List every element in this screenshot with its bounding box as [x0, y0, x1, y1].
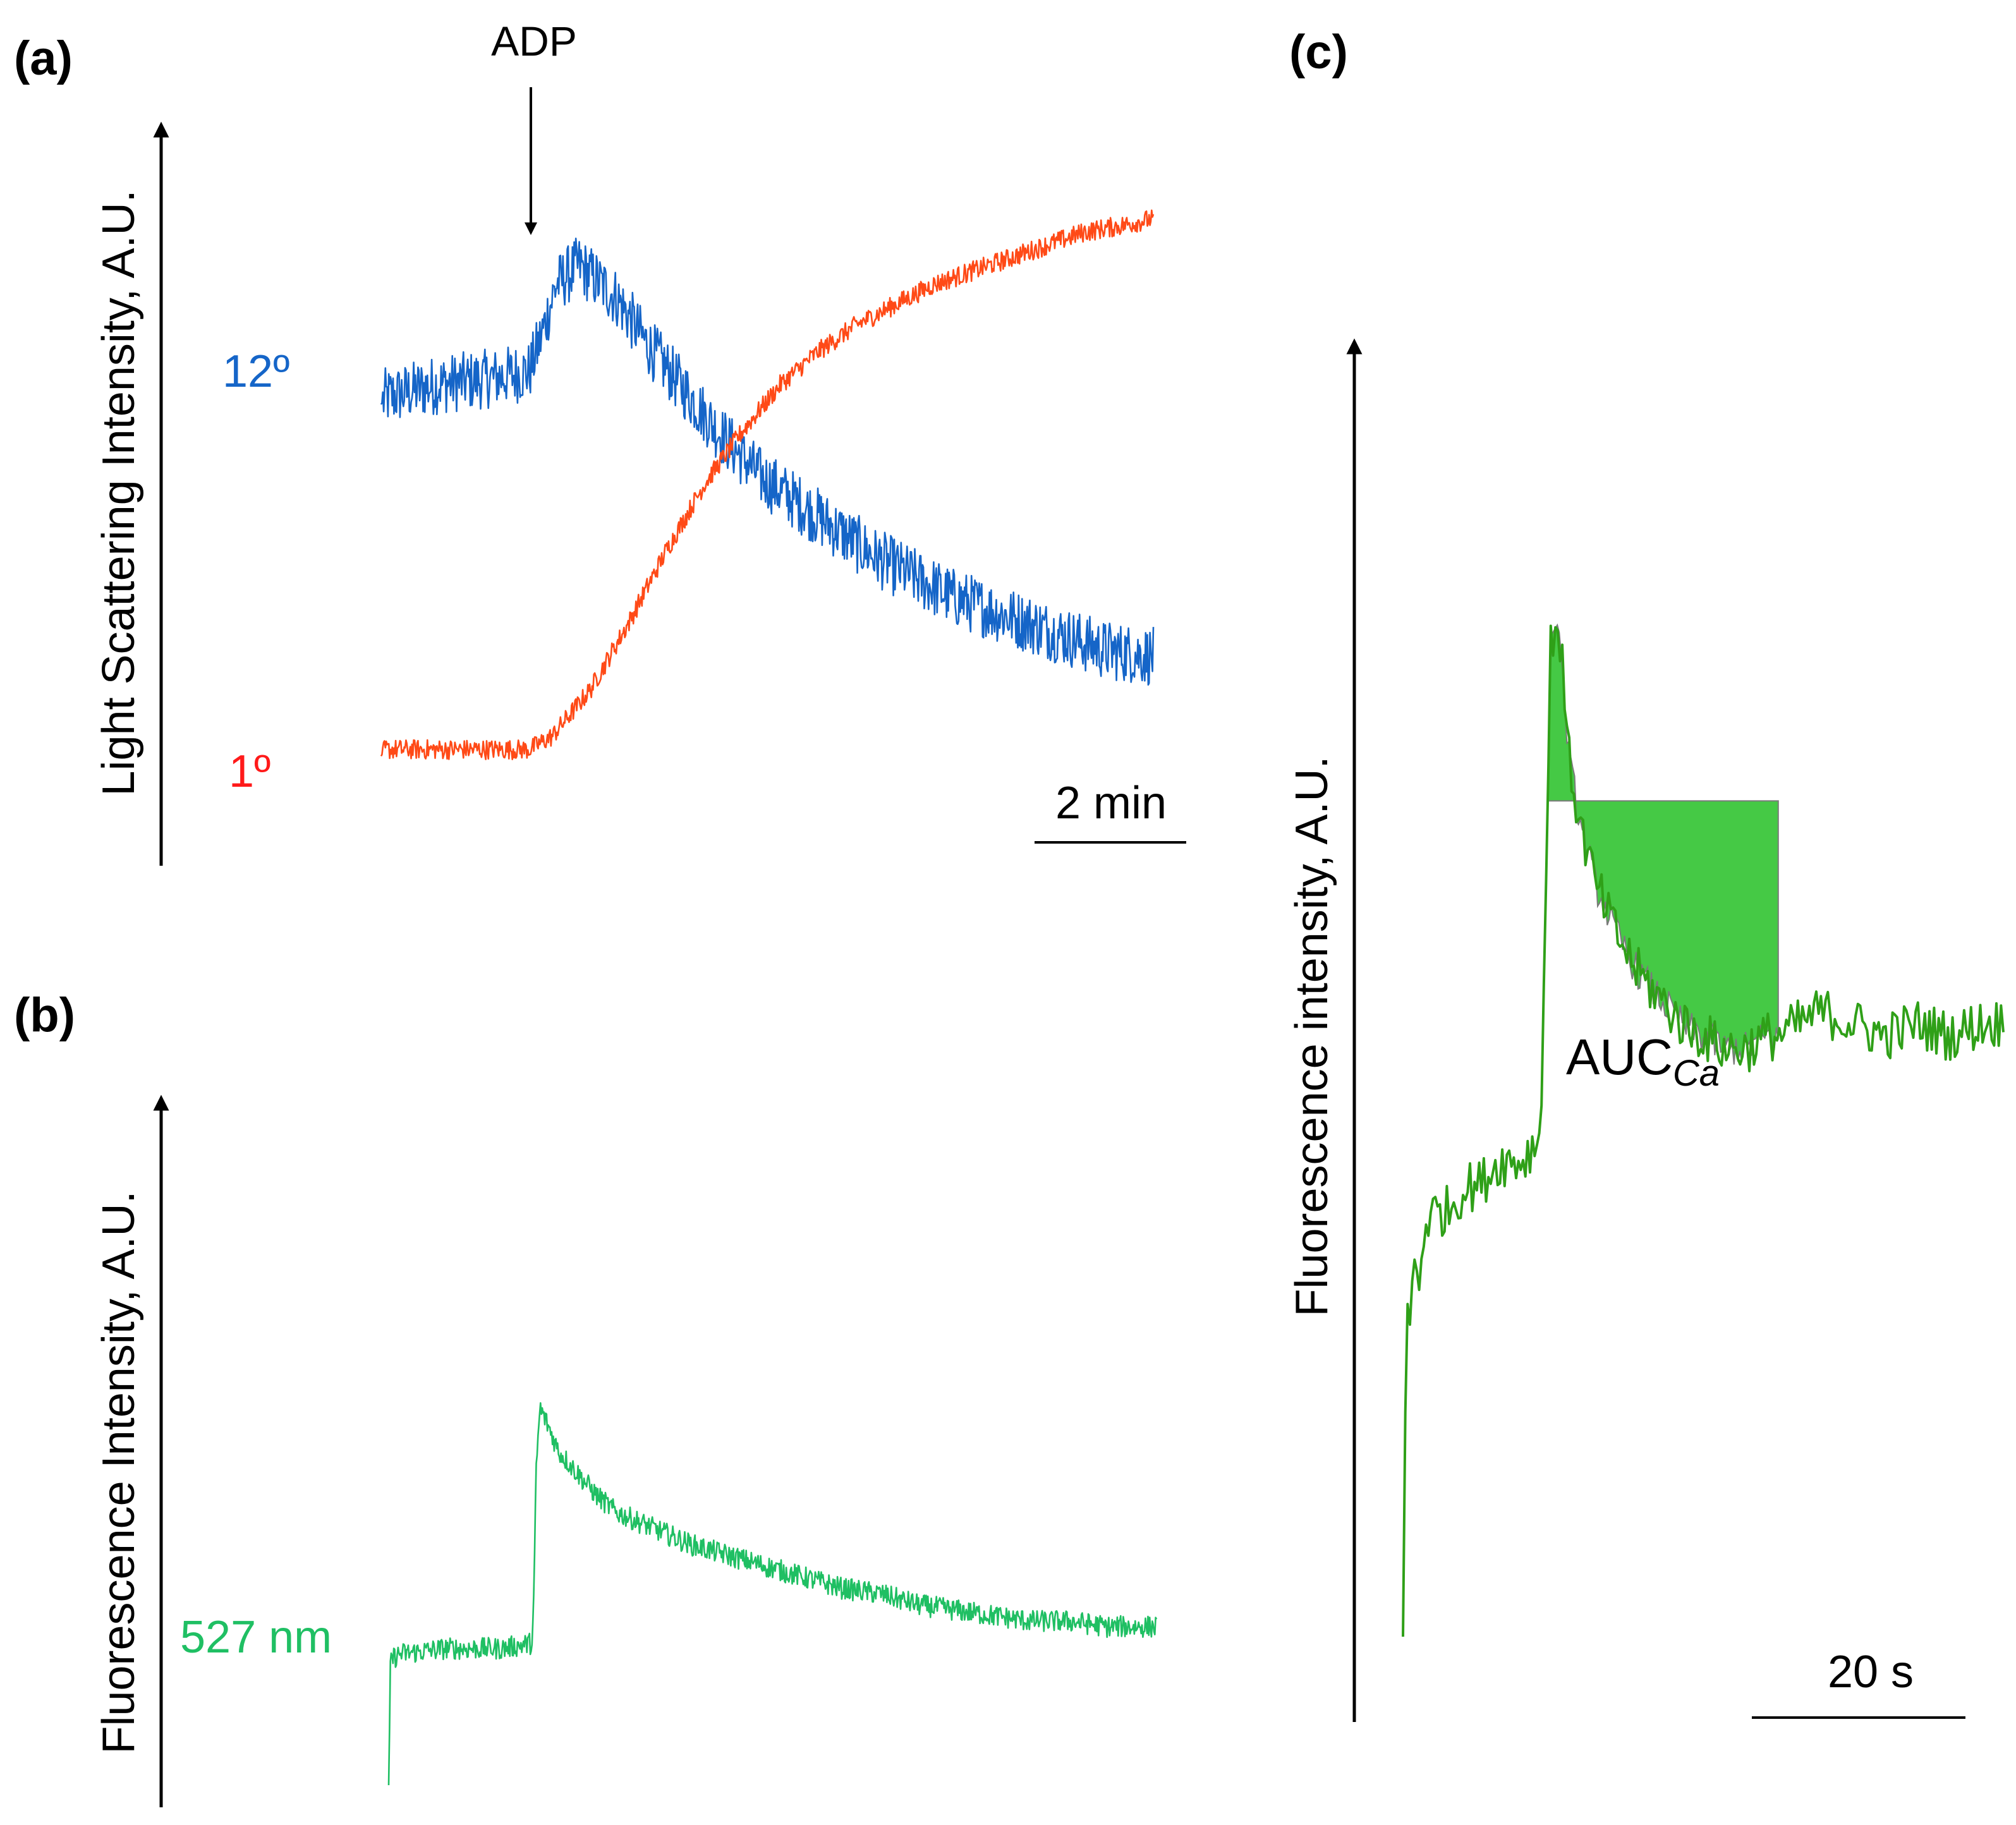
panel-b: (b) Fluorescence Intensity, A.U. 527 nm — [14, 988, 1158, 1807]
series-line-a-1 — [380, 209, 1155, 760]
panel-c-traces — [1402, 624, 2005, 1637]
panel-a: (a) Light Scattering Intensity, A.U. ADP… — [14, 18, 1186, 866]
panel-b-label: (b) — [14, 988, 75, 1042]
series-line-b-0 — [387, 1402, 1158, 1786]
panel-c-label: (c) — [1289, 25, 1348, 79]
scale-bar-a-label: 2 min — [1055, 778, 1167, 828]
auc-ca-label: AUCCa — [1566, 1029, 1720, 1094]
series-label-527nm: 527 nm — [180, 1612, 332, 1663]
series-line-c-0 — [1402, 624, 2005, 1637]
panel-a-y-axis-title: Light Scattering Intensity, A.U. — [94, 190, 144, 796]
panel-b-traces — [387, 1402, 1158, 1786]
auc-label-main: AUC — [1566, 1029, 1673, 1085]
series-label-1-degree: 1º — [229, 746, 270, 797]
panel-a-label: (a) — [14, 32, 73, 85]
series-label-12-degree: 12º — [222, 346, 289, 397]
panel-a-traces — [380, 209, 1155, 760]
panel-b-y-axis-title: Fluorescence Intensity, A.U. — [94, 1191, 144, 1754]
scale-bar-c-label: 20 s — [1828, 1647, 1914, 1697]
auc-label-sub: Ca — [1673, 1053, 1720, 1094]
series-line-a-0 — [380, 238, 1155, 686]
panel-c: (c) Fluorescence intensity, A.U. AUCCa 2… — [1287, 25, 2005, 1722]
adp-annotation-label: ADP — [491, 18, 577, 64]
panel-c-y-axis-title: Fluorescence intensity, A.U. — [1287, 756, 1337, 1316]
